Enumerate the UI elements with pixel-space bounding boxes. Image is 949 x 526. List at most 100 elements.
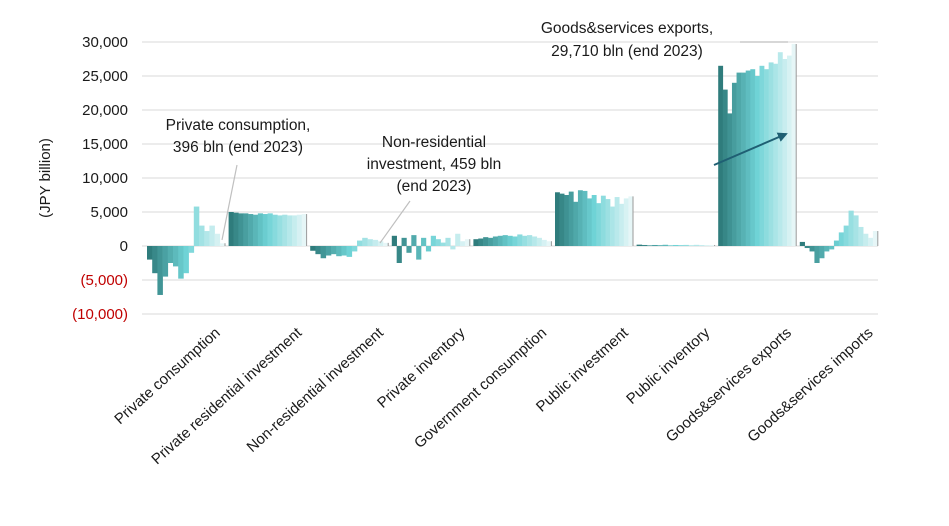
annotation-text: investment, 459 bln [367, 156, 501, 173]
bar [673, 244, 679, 246]
bar [252, 214, 259, 246]
bar [809, 246, 815, 252]
bar [267, 213, 273, 246]
bar [667, 245, 674, 246]
bar-group [636, 244, 716, 246]
bar [421, 237, 427, 246]
bar [596, 203, 602, 246]
bar-group [391, 233, 471, 263]
bar [610, 206, 615, 246]
bar [773, 63, 779, 247]
bar-group [228, 212, 308, 246]
bar [641, 244, 648, 246]
bar [559, 193, 565, 246]
y-tick-label: 20,000 [82, 102, 128, 119]
bar [782, 59, 788, 246]
bar [199, 225, 205, 246]
bar-group [555, 190, 634, 246]
bar [396, 246, 402, 263]
bar [411, 235, 417, 246]
bar [455, 233, 461, 246]
bar [564, 195, 570, 246]
bar [838, 232, 844, 246]
bar [296, 214, 303, 246]
bar [272, 214, 278, 246]
bar [430, 235, 436, 246]
bar [577, 190, 583, 246]
bar [257, 213, 264, 246]
bar [647, 245, 653, 246]
bar [768, 62, 774, 247]
annotation: Private consumption, 396 bln (end 2023) [166, 117, 310, 241]
bar [483, 237, 489, 246]
bar [833, 240, 840, 246]
bar [152, 246, 158, 274]
bar [699, 245, 705, 246]
bar [357, 240, 363, 246]
bar [718, 65, 724, 246]
bar [320, 246, 327, 259]
annotation: Goods&services exports, 29,710 bln (end 2… [541, 20, 788, 60]
bar [517, 234, 523, 246]
bar [478, 238, 484, 246]
bar [736, 72, 742, 246]
bar [391, 235, 397, 246]
bar [657, 245, 663, 246]
bar [727, 113, 733, 247]
bar [848, 210, 854, 246]
annotation-text: Non-residential [382, 134, 486, 151]
bar [872, 231, 879, 246]
bar [536, 237, 542, 246]
bar [814, 246, 820, 263]
bar [568, 191, 574, 246]
bar [750, 69, 756, 246]
bar [531, 236, 538, 246]
bar [791, 43, 797, 246]
bar [377, 241, 384, 246]
bar [204, 231, 210, 246]
bar [193, 206, 200, 246]
annotation-leader-line [379, 200, 411, 244]
bar [157, 246, 163, 295]
bar [868, 237, 874, 246]
annotation-text: (end 2023) [397, 178, 472, 195]
bar [605, 199, 611, 246]
bar [291, 215, 298, 246]
bar [167, 246, 174, 263]
bar [709, 244, 715, 246]
bar [858, 226, 864, 246]
bar [248, 214, 254, 246]
bar [301, 214, 307, 246]
bar [582, 190, 588, 246]
bar [546, 241, 552, 246]
annotations: Private consumption, 396 bln (end 2023) No… [166, 20, 788, 244]
bar [233, 212, 239, 246]
bar [652, 244, 658, 246]
bar [488, 237, 494, 246]
bar-groups [147, 43, 879, 295]
bar [591, 195, 597, 246]
bar [341, 246, 347, 256]
bar [623, 198, 629, 246]
annotation-text: 29,710 bln (end 2023) [551, 43, 703, 60]
bar [492, 236, 499, 246]
bar [425, 246, 432, 252]
annotation-text: 396 bln (end 2023) [173, 139, 303, 156]
bar [754, 76, 760, 246]
bar [435, 239, 441, 246]
bar [173, 246, 179, 267]
bar [228, 212, 234, 246]
bar [799, 241, 805, 246]
bar [693, 244, 700, 246]
bar [383, 242, 389, 246]
bar [704, 245, 710, 246]
bar [262, 214, 268, 246]
bar [522, 235, 528, 246]
bar [497, 235, 503, 246]
bar [777, 52, 783, 247]
bar [863, 233, 869, 246]
bar [741, 72, 747, 246]
bar [662, 244, 669, 246]
